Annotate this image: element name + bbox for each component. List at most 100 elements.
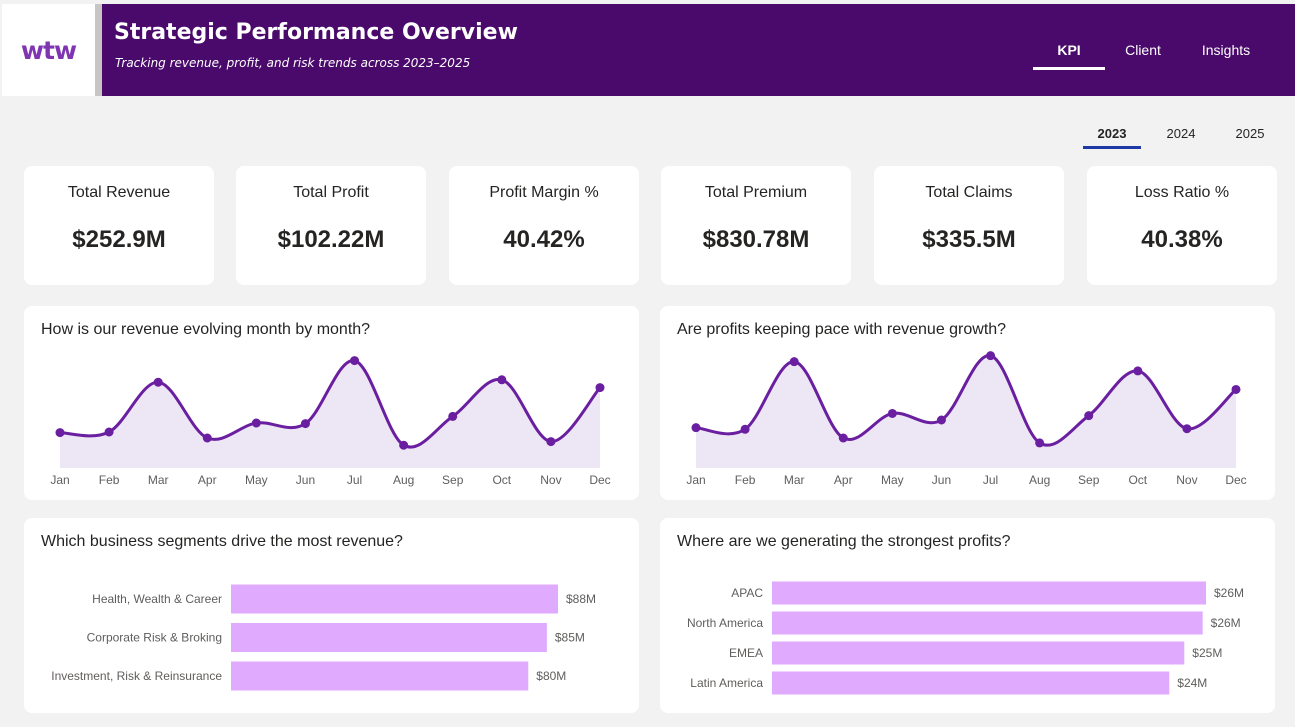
category-label: North America [687,616,763,630]
nav-tab-insights[interactable]: Insights [1201,42,1251,58]
nav-tab-kpi[interactable]: KPI [1057,42,1081,58]
value-label: $24M [1177,676,1207,690]
data-point-oct[interactable] [497,375,507,385]
data-point-jun[interactable] [300,419,310,429]
data-point-mar[interactable] [153,377,163,387]
category-label: APAC [731,586,763,600]
value-label: $26M [1211,616,1241,630]
revenue-trend-panel: How is our revenue evolving month by mon… [24,306,639,500]
header: wtw Strategic Performance Overview Track… [0,0,1295,96]
bar-apac[interactable] [772,581,1206,605]
data-point-jun[interactable] [936,415,946,425]
x-tick-label: May [881,473,904,487]
page-subtitle: Tracking revenue, profit, and risk trend… [115,56,471,70]
nav-active-underline [1033,67,1105,70]
category-label: Health, Wealth & Career [92,592,222,606]
category-label: EMEA [729,646,763,660]
segment-revenue-panel: Which business segments drive the most r… [24,518,639,713]
region-profit-panel: Where are we generating the strongest pr… [660,518,1275,713]
nav-tab-client[interactable]: Client [1125,42,1161,58]
bar-corporate-risk-broking[interactable] [231,623,547,652]
kpi-card-loss-ratio: Loss Ratio % 40.38% [1087,166,1277,285]
bar-health-wealth-career[interactable] [231,584,558,614]
kpi-card-profit-margin: Profit Margin % 40.42% [449,166,639,285]
value-label: $26M [1214,586,1244,600]
area-fill [696,355,1236,468]
value-label: $85M [555,631,585,645]
data-point-mar[interactable] [789,357,799,367]
data-point-oct[interactable] [1133,366,1143,376]
x-tick-label: Mar [148,473,169,487]
x-tick-label: Jan [50,473,69,487]
x-tick-label: May [245,473,268,487]
x-tick-label: Sep [1078,473,1100,487]
bar-latin-america[interactable] [772,671,1170,695]
data-point-jul[interactable] [350,356,360,366]
data-point-sep[interactable] [1084,411,1094,421]
data-point-dec[interactable] [1231,384,1241,394]
data-point-apr[interactable] [202,433,212,443]
data-point-feb[interactable] [740,424,750,434]
profit-trend-panel: Are profits keeping pace with revenue gr… [660,306,1275,500]
category-label: Latin America [690,676,763,690]
panel-title: How is our revenue evolving month by mon… [41,321,371,338]
x-tick-label: Aug [393,473,414,487]
data-point-sep[interactable] [448,411,458,421]
kpi-label: Profit Margin % [489,184,599,201]
x-tick-label: Jun [932,473,951,487]
panel-title: Are profits keeping pace with revenue gr… [677,321,1007,338]
data-point-feb[interactable] [104,427,114,437]
data-point-jul[interactable] [986,351,996,361]
kpi-card-total-claims: Total Claims $335.5M [874,166,1064,285]
x-tick-label: Aug [1029,473,1050,487]
kpi-label: Loss Ratio % [1134,184,1230,201]
profit-line-chart: Jan Feb Mar Apr May Jun Jul Aug Sep Oct Nov Dec [686,351,1247,487]
kpi-value: $252.9M [72,226,166,253]
x-tick-label: Oct [1128,473,1147,487]
region-bar-chart: APAC $26M North America $26M EMEA $25M Latin A… [687,581,1244,695]
data-point-jan[interactable] [691,423,701,433]
bar-investment-risk-reinsurance[interactable] [231,661,529,691]
x-tick-label: Jul [983,473,998,487]
kpi-value: $335.5M [922,226,1016,253]
kpi-value: 40.38% [1141,226,1223,253]
data-point-dec[interactable] [595,383,605,393]
kpi-label: Total Premium [704,184,808,201]
x-tick-label: Dec [1225,473,1246,487]
x-tick-label: Apr [834,473,853,487]
data-point-nov[interactable] [1182,424,1192,434]
data-point-jan[interactable] [55,428,65,438]
kpi-value: $830.78M [702,226,810,253]
kpi-card-total-profit: Total Profit $102.22M [236,166,426,285]
bar-emea[interactable] [772,641,1185,665]
bar-north-america[interactable] [772,611,1203,635]
x-tick-label: Nov [1176,473,1197,487]
data-point-aug[interactable] [399,440,409,450]
kpi-label: Total Claims [925,184,1013,201]
data-point-aug[interactable] [1035,438,1045,448]
page-title: Strategic Performance Overview [114,20,518,45]
year-tab-2023[interactable]: 2023 [1097,126,1127,141]
data-point-apr[interactable] [838,433,848,443]
category-label: Investment, Risk & Reinsurance [51,669,222,683]
data-point-may[interactable] [251,418,261,428]
category-label: Corporate Risk & Broking [87,631,222,645]
x-tick-label: Apr [198,473,217,487]
area-fill [60,360,600,468]
kpi-card-total-revenue: Total Revenue $252.9M [24,166,214,285]
kpi-card-total-premium: Total Premium $830.78M [661,166,851,285]
x-tick-label: Sep [442,473,464,487]
year-tab-2025[interactable]: 2025 [1235,126,1265,141]
title-banner: Strategic Performance Overview Tracking … [102,4,1295,96]
year-tab-2024[interactable]: 2024 [1166,126,1196,141]
data-point-nov[interactable] [546,437,556,447]
value-label: $80M [536,669,566,683]
logo-text: wtw [20,35,77,65]
data-point-may[interactable] [887,408,897,418]
revenue-line-chart: Jan Feb Mar Apr May Jun Jul Aug Sep Oct Nov Dec [50,356,611,487]
kpi-label: Total Revenue [67,184,171,201]
x-tick-label: Dec [589,473,610,487]
x-tick-label: Mar [784,473,805,487]
x-tick-label: Jan [686,473,705,487]
logo: wtw [2,4,95,96]
